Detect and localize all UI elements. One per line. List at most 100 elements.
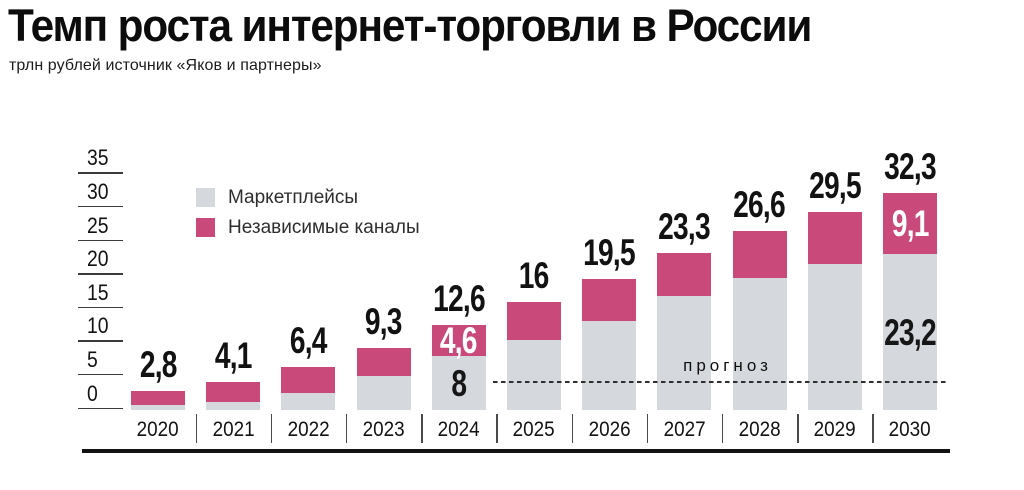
bar-total-value: 2,8 [139,344,177,386]
bar-total-label-2020: 2,8 [120,346,195,383]
bar-total-label-2024: 12,6 [421,280,496,317]
y-tick-line [78,373,123,376]
bar-total-value: 9,3 [365,300,403,342]
bar-total-label-2023: 9,3 [346,303,421,340]
legend-item-marketplaces: Маркетплейсы [196,186,420,208]
segment-label-2024-marketplaces: 8 [421,356,496,410]
bar-total-label-2027: 23,3 [647,208,722,245]
y-tick-label: 35 [87,145,109,171]
y-tick-line [78,407,123,409]
y-tick-line [78,205,123,208]
y-tick-label: 25 [87,212,109,238]
x-separator [270,414,273,443]
x-label-2021: 2021 [212,418,255,441]
bar-2028-independent [732,231,787,279]
y-tick-line [78,340,123,342]
bar-2024-independent [431,325,486,357]
x-label-2029: 2029 [813,418,856,441]
x-label-2023: 2023 [362,418,405,441]
x-label-2025: 2025 [512,418,555,441]
x-separator [421,414,423,443]
y-tick-label: 5 [87,346,98,372]
y-tick-line [78,306,123,309]
bar-2028-marketplaces [732,278,787,410]
segment-value: 4,6 [440,320,478,362]
legend-label: Независимые каналы [228,216,420,238]
bar-total-label-2030: 32,3 [872,148,947,185]
y-tick-label: 15 [87,279,109,305]
bar-total-value: 26,6 [733,184,786,226]
bar-total-value: 4,1 [214,335,253,377]
x-label-2026: 2026 [588,418,631,441]
x-axis-line [82,449,950,453]
bar-total-value: 23,3 [658,206,711,248]
y-tick-line [78,273,123,275]
bar-2023-independent [356,347,411,377]
bar-2020-marketplaces [130,404,185,410]
bar-2020-independent [130,391,185,405]
segment-value: 8 [451,362,467,404]
bar-2030-marketplaces [882,254,937,410]
bar-2025-marketplaces [506,340,561,410]
bar-2027-marketplaces [657,295,712,410]
x-label-2022: 2022 [287,418,330,441]
bar-total-label-2021: 4,1 [196,337,271,374]
y-tick-label: 0 [87,380,98,406]
x-separator [496,414,498,443]
bar-total-value: 29,5 [808,164,861,206]
x-label-2028: 2028 [738,418,781,441]
bar-2023-marketplaces [356,376,411,410]
x-label-2020: 2020 [136,418,179,441]
page-title: Темп роста интернет-торговли в России [8,0,812,51]
segment-label-2030-independent: 9,1 [872,193,947,254]
bar-total-label-2029: 29,5 [797,167,872,204]
bar-2030-independent [882,192,937,255]
y-tick-label: 20 [87,246,109,272]
y-tick-line [78,172,123,174]
bar-total-label-2022: 6,4 [271,322,346,359]
x-separator [195,414,197,443]
bar-2026-independent [582,278,637,321]
y-tick-label: 10 [87,313,109,339]
forecast-dashed-line [493,381,949,383]
x-separator [721,414,724,443]
bar-total-value: 12,6 [432,278,485,320]
legend: Маркетплейсы Независимые каналы [196,186,420,248]
bar-total-value: 6,4 [289,320,328,361]
bar-total-label-2028: 26,6 [722,186,797,223]
bar-2022-marketplaces [281,392,336,410]
segment-label-2024-independent: 4,6 [421,320,496,362]
bar-total-label-2025: 16 [496,257,571,294]
bar-total-value: 32,3 [884,145,936,187]
x-label-2024: 2024 [437,418,480,441]
bar-2024-marketplaces [431,356,486,410]
x-separator [345,414,348,443]
x-separator [872,414,874,443]
legend-item-independent: Независимые каналы [196,216,420,238]
bar-2025-independent [506,302,561,341]
legend-swatch-independent [196,218,215,237]
bar-total-label-2026: 19,5 [572,234,647,271]
y-tick-label: 30 [87,178,109,204]
x-separator [797,414,799,443]
bar-2021-independent [206,382,261,402]
segment-value: 23,2 [884,311,936,353]
x-separator [646,414,649,443]
bar-2029-independent [807,211,862,265]
bar-2029-marketplaces [807,264,862,410]
forecast-label: прогноз [683,356,772,375]
y-tick-line [78,239,123,241]
x-label-2027: 2027 [663,418,706,441]
legend-label: Маркетплейсы [228,186,359,208]
bar-total-value: 16 [519,255,550,297]
x-separator [571,414,573,443]
bar-2021-marketplaces [206,401,261,410]
chart-subtitle: трлн рублей источник «Яков и партнеры» [9,57,322,74]
bar-2026-marketplaces [582,320,637,410]
segment-value: 9,1 [891,203,929,244]
bar-total-value: 19,5 [583,231,635,273]
legend-swatch-marketplaces [196,188,215,207]
bar-2027-independent [657,253,712,296]
